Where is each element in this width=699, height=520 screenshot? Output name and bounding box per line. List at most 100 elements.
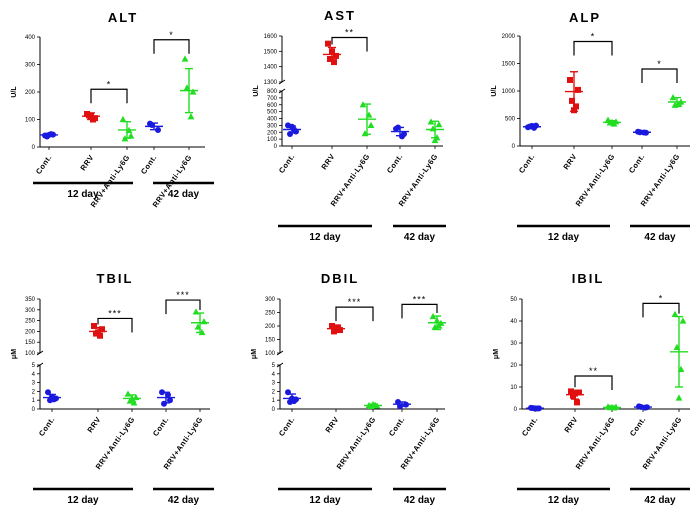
x-category-label: Cont.: [520, 415, 540, 438]
data-point: [359, 101, 367, 108]
x-category-label: RRV+Anti-Ly6G: [397, 152, 440, 208]
data-point: [285, 389, 291, 396]
series-rrv-anti-ly6g: [670, 310, 688, 401]
series-rrv: [89, 323, 107, 339]
data-point: [88, 113, 94, 120]
y-tick-label: 30: [510, 341, 517, 347]
data-point: [433, 317, 441, 324]
significance-stars: **: [589, 366, 598, 376]
panel-title: ALT: [108, 10, 138, 25]
bracket-line: [331, 36, 368, 52]
x-category-label: Cont.: [37, 415, 57, 438]
data-point: [167, 397, 173, 404]
y-tick-label: 300: [25, 308, 36, 314]
y-tick-label: 400: [25, 35, 36, 41]
significance-bracket: *: [641, 59, 678, 83]
series-cont-: [283, 122, 301, 137]
data-point: [395, 124, 401, 131]
bracket-line: [401, 303, 438, 319]
y-tick-label: 0: [32, 407, 36, 413]
y-tick-label: 3: [32, 381, 36, 387]
y-tick-label: 600: [267, 103, 278, 109]
data-point: [642, 404, 648, 411]
y-tick-label: 800: [267, 89, 278, 95]
y-tick-label: 1500: [502, 62, 516, 68]
y-tick-label: 50: [510, 297, 517, 303]
bracket-line: [97, 317, 133, 333]
y-tick-label: 0: [514, 407, 518, 413]
significance-bracket: **: [574, 366, 613, 390]
y-tick-label: 500: [267, 110, 278, 116]
data-point: [183, 84, 191, 91]
series-cont-: [40, 131, 58, 140]
x-category-label: Cont.: [387, 415, 407, 438]
data-point: [397, 403, 403, 410]
series-rrv-anti-ly6g: [364, 401, 382, 409]
x-category-label: RRV: [323, 415, 340, 434]
data-point: [431, 136, 439, 144]
y-tick-label: 1: [272, 398, 276, 404]
y-tick-label: 1400: [264, 65, 278, 71]
x-category-label: RRV+Anti-Ly6G: [399, 415, 442, 471]
time-group-label: 42 day: [168, 495, 200, 506]
data-point: [329, 48, 335, 55]
x-category-label: RRV+Anti-Ly6G: [89, 153, 132, 209]
data-point: [161, 400, 167, 407]
time-group-label: 12 day: [548, 495, 580, 506]
data-point: [194, 323, 202, 330]
data-point: [399, 133, 405, 140]
y-tick-label: 2: [32, 389, 36, 395]
series-rrv: [82, 111, 100, 123]
data-point: [128, 394, 136, 402]
y-tick-label: 20: [510, 363, 517, 369]
data-point: [403, 401, 409, 408]
time-group-label: 42 day: [644, 495, 676, 506]
y-tick-label: 1300: [264, 80, 278, 86]
data-point: [671, 310, 679, 317]
data-point: [669, 94, 677, 101]
data-point: [329, 323, 335, 329]
y-tick-label: 4: [32, 372, 36, 378]
data-point: [200, 318, 208, 325]
bracket-line: [641, 68, 678, 83]
series-rrv: [323, 40, 341, 66]
y-tick-label: 100: [265, 351, 276, 357]
time-group-label: 42 day: [168, 189, 200, 200]
bracket-line: [165, 299, 201, 315]
series-cont-: [391, 124, 409, 140]
significance-bracket: ***: [401, 294, 438, 319]
x-category-label: RRV: [561, 152, 578, 171]
significance-bracket: ***: [97, 308, 133, 333]
x-category-label: RRV+Anti-Ly6G: [335, 415, 378, 471]
data-point: [327, 56, 333, 62]
data-point: [529, 122, 535, 129]
data-point: [333, 52, 339, 59]
y-tick-label: 200: [267, 130, 278, 136]
data-point: [571, 107, 577, 114]
data-point: [369, 401, 377, 408]
significance-stars: ***: [176, 290, 190, 300]
data-point: [198, 328, 206, 336]
data-point: [608, 118, 616, 125]
bracket-line: [574, 375, 613, 390]
y-tick-label: 0: [274, 144, 278, 150]
y-tick-label: 100: [25, 118, 36, 124]
x-category-label: RRV: [562, 415, 579, 434]
data-point: [573, 103, 579, 110]
y-tick-label: 700: [267, 96, 278, 102]
x-category-label: Cont.: [277, 152, 297, 175]
data-point: [575, 86, 581, 93]
time-group-label: 12 day: [548, 232, 580, 243]
y-axis-label: μM: [251, 349, 258, 359]
significance-stars: *: [107, 79, 112, 89]
data-point: [367, 121, 375, 128]
data-point: [574, 399, 580, 406]
y-tick-label: 2000: [502, 34, 516, 40]
data-point: [149, 122, 155, 128]
data-point: [673, 343, 681, 350]
x-category-label: Cont.: [34, 153, 54, 176]
y-axis-label: U/L: [253, 85, 260, 97]
significance-bracket: *: [642, 293, 680, 318]
